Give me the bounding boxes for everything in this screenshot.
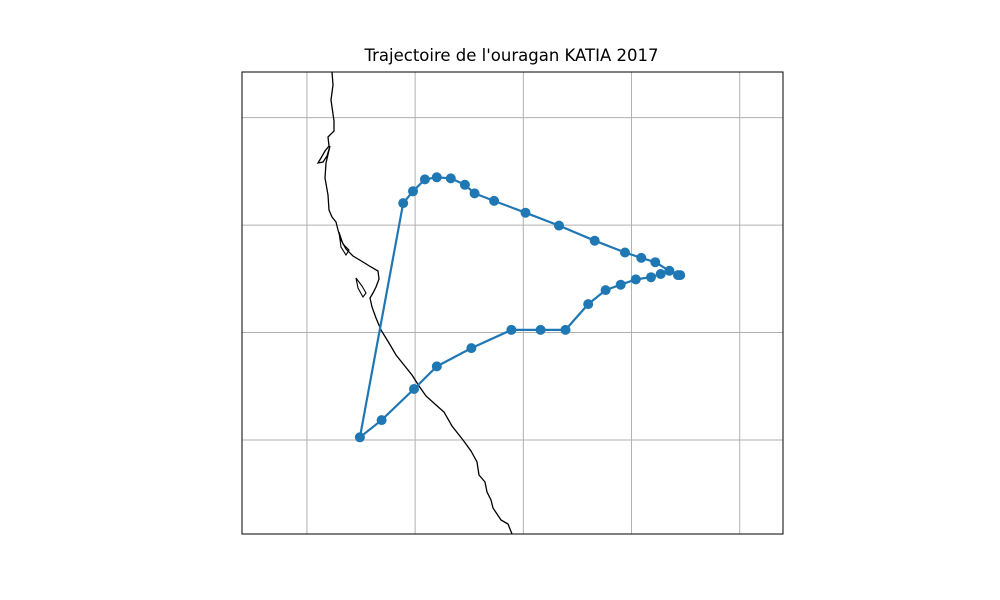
track-point-3 [650,257,661,268]
track-point-23 [535,324,546,335]
track-point-20 [431,361,442,372]
track-point-29 [646,272,656,283]
track-point-19 [409,384,419,394]
track-point-16 [398,198,409,209]
track-point-26 [600,285,611,296]
track-point-27 [615,279,626,290]
map-background [242,72,783,534]
track-point-2 [664,265,675,276]
coastline [316,72,513,534]
track-point-25 [583,299,594,310]
track-point-18 [376,415,387,426]
track-point-4 [636,252,647,263]
track-point-21 [466,343,477,354]
map-title: Trajectoire de l'ouragan KATIA 2017 [364,46,659,65]
track-point-11 [459,179,470,190]
track-point-17 [354,432,365,443]
coastal-island-outline [355,277,367,299]
lagoon-outline [338,231,350,257]
track-point-1 [675,270,686,281]
track-point-13 [431,172,442,183]
track-point-24 [560,324,571,335]
track-point-8 [520,207,531,218]
graticule [242,72,783,534]
track-point-28 [630,274,641,285]
track-point-6 [589,235,600,246]
hurricane-track [354,172,686,443]
track-point-15 [408,186,418,197]
track-point-7 [554,220,564,231]
track-point-10 [469,188,480,199]
track-point-5 [620,247,630,258]
track-point-30 [655,269,666,279]
map-frame [241,71,784,535]
track-point-22 [506,324,517,335]
track-point-14 [419,174,430,185]
track-point-12 [445,173,456,184]
track-point-9 [489,195,500,206]
